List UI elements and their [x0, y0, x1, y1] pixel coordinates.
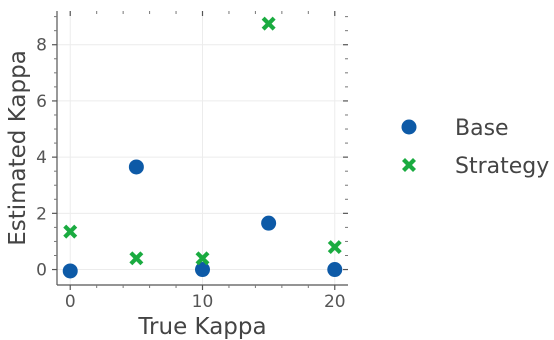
base-point [62, 263, 78, 279]
strategy-point [327, 240, 342, 255]
strategy-point [261, 16, 276, 31]
strategy-point [63, 224, 78, 239]
grid-lines [57, 11, 348, 285]
x-tick-label: 20 [324, 292, 346, 312]
strategy-point-stroke-b [129, 251, 144, 266]
strategy-point [195, 251, 210, 266]
legend-base-label: Base [455, 116, 509, 141]
strategy-point-stroke-b [63, 224, 78, 239]
strategy-point-stroke-b [195, 251, 210, 266]
legend-strategy-marker-stroke-b [402, 158, 416, 172]
data-points [62, 16, 343, 279]
base-point [327, 262, 343, 278]
strategy-point [129, 251, 144, 266]
legend-strategy-label: Strategy [455, 154, 549, 179]
legend: Base Strategy [401, 116, 549, 179]
y-tick-label: 0 [36, 261, 47, 281]
base-point [128, 159, 144, 175]
strategy-point-stroke-b [327, 240, 342, 255]
y-axis-label: Estimated Kappa [5, 50, 31, 246]
y-tick-label: 4 [36, 148, 47, 168]
y-tick-label: 2 [36, 204, 47, 224]
legend-base-marker [401, 119, 417, 135]
base-point [261, 215, 277, 231]
base-point [195, 262, 210, 278]
tick-labels: 0 10 20 0 2 4 6 8 [36, 36, 345, 312]
ticks [52, 11, 348, 290]
legend-strategy-marker [402, 158, 416, 172]
x-tick-label: 10 [192, 292, 214, 312]
y-tick-label: 8 [36, 36, 47, 56]
y-tick-label: 6 [36, 92, 47, 112]
x-axis-label: True Kappa [137, 314, 266, 340]
strategy-point-stroke-b [261, 16, 276, 31]
x-tick-label: 0 [65, 292, 76, 312]
